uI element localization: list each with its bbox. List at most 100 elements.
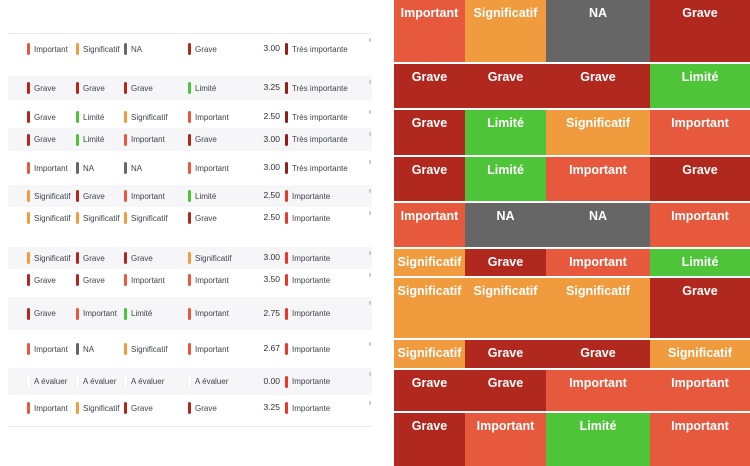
severity-label: Limité xyxy=(83,135,105,144)
severity-label: Important xyxy=(131,191,165,201)
table-row[interactable]: Grave Limité Significatif Important 2.50 Très… xyxy=(8,106,372,128)
severity-grid-cell: Important xyxy=(546,157,650,201)
severity-label: Grave xyxy=(195,44,217,54)
score-value: 3.50 xyxy=(263,273,280,284)
priority-bar-icon xyxy=(285,343,288,355)
severity-bar-icon xyxy=(27,274,30,286)
grid-row: Grave Limité Significatif Important xyxy=(394,110,750,155)
severity-label: Important xyxy=(34,44,68,54)
severity-label: Grave xyxy=(195,403,217,413)
severity-bar-icon xyxy=(188,82,191,94)
severity-label: Significatif xyxy=(131,112,168,122)
severity-grid-cell: Grave xyxy=(650,0,750,62)
severity-grid-cell: Limité xyxy=(650,249,750,276)
table-row[interactable]: A évaluer A évaluer A évaluer A évaluer 0.00… xyxy=(8,368,372,395)
severity-label: NA xyxy=(131,163,143,173)
table-row[interactable]: Significatif Grave Grave Significatif 3.00 Im… xyxy=(8,247,372,269)
grid-row: Significatif Significatif Significatif Grav… xyxy=(394,278,750,338)
severity-bar-icon xyxy=(27,111,30,123)
severity-bar-icon xyxy=(27,212,30,224)
row-edge-tick xyxy=(369,132,371,136)
priority-cell: Importante xyxy=(285,368,330,395)
severity-grid-cell: NA xyxy=(546,0,650,62)
severity-bar-icon xyxy=(27,43,30,55)
severity-label: Important xyxy=(195,275,229,285)
severity-cell: Grave xyxy=(27,269,56,291)
priority-cell: Très importante xyxy=(285,106,348,128)
priority-bar-icon xyxy=(285,111,288,123)
priority-label: Très importante xyxy=(292,44,348,54)
severity-label: Important xyxy=(34,163,68,173)
table-row[interactable]: Important NA Significatif Important 2.67 Impo… xyxy=(8,338,372,360)
severity-label: Significatif xyxy=(195,253,232,263)
table-row[interactable]: Significatif Significatif Significatif Grav… xyxy=(8,207,372,229)
score-value: 3.00 xyxy=(263,161,280,172)
priority-cell: Importante xyxy=(285,397,330,419)
severity-cell: Grave xyxy=(76,185,105,207)
severity-cell: Important xyxy=(188,338,229,360)
priority-label: Très importante xyxy=(292,135,348,144)
severity-label: NA xyxy=(83,344,95,354)
severity-bar-icon xyxy=(188,133,191,146)
priority-label: Très importante xyxy=(292,112,348,122)
severity-bar-icon xyxy=(76,343,79,355)
severity-label: NA xyxy=(83,163,95,173)
row-edge-tick xyxy=(369,80,371,84)
severity-bar-icon xyxy=(76,162,79,174)
severity-bar-icon xyxy=(124,82,127,94)
priority-cell: Importante xyxy=(285,338,330,360)
table-row[interactable]: Important NA NA Important 3.00 Très important… xyxy=(8,156,372,180)
severity-label: Important xyxy=(83,309,117,318)
severity-label: Significatif xyxy=(34,191,71,201)
priority-label: Importante xyxy=(292,253,331,263)
severity-bar-icon xyxy=(124,212,127,224)
severity-cell: Significatif xyxy=(188,247,231,269)
severity-bar-icon xyxy=(124,190,127,202)
severity-grid-cell: Grave xyxy=(650,157,750,201)
severity-cell: NA xyxy=(76,338,94,360)
table-row[interactable]: Important Significatif NA Grave 3.00 Très imp… xyxy=(8,34,372,64)
table-row[interactable]: Grave Grave Important Important 3.50 Importan… xyxy=(8,269,372,291)
severity-cell: Significatif xyxy=(124,207,167,229)
priority-cell: Importante xyxy=(285,297,330,330)
severity-cell: Important xyxy=(27,156,68,180)
severity-bar-icon xyxy=(76,82,79,94)
severity-cell: A évaluer xyxy=(188,368,228,395)
severity-label: Grave xyxy=(83,83,105,93)
priority-cell: Importante xyxy=(285,185,330,207)
severity-bar-icon xyxy=(27,82,30,94)
severity-label: A évaluer xyxy=(131,377,165,386)
severity-cell: Significatif xyxy=(124,338,167,360)
priority-label: Très importante xyxy=(292,83,348,93)
severity-cell: Important xyxy=(27,397,68,419)
severity-bar-icon xyxy=(188,307,191,320)
grid-row: Grave Grave Important Important xyxy=(394,370,750,411)
severity-bar-icon xyxy=(76,307,79,320)
severity-cell: NA xyxy=(124,156,142,180)
severity-bar-icon xyxy=(76,212,79,224)
assessment-table-panel: Important Significatif NA Grave 3.00 Très imp… xyxy=(8,33,372,427)
severity-cell: Important xyxy=(124,185,165,207)
severity-label: A évaluer xyxy=(34,377,68,386)
table-row[interactable]: Grave Important Limité Important 2.75 Importa… xyxy=(8,297,372,330)
table-row[interactable]: Important Significatif Grave Grave 3.25 Impor… xyxy=(8,397,372,419)
severity-bar-icon xyxy=(76,252,79,264)
table-row[interactable]: Significatif Grave Important Limité 2.50 Impo… xyxy=(8,185,372,207)
severity-label: Grave xyxy=(83,253,105,263)
table-row[interactable]: Grave Grave Grave Limité 3.25 Très importante xyxy=(8,76,372,100)
score-value: 2.50 xyxy=(263,110,280,121)
severity-label: Important xyxy=(131,135,165,144)
priority-label: Importante xyxy=(292,377,331,386)
severity-grid-cell: Significatif xyxy=(394,249,465,276)
priority-cell: Très importante xyxy=(285,128,348,151)
severity-bar-icon xyxy=(76,111,79,123)
severity-label: Grave xyxy=(34,309,56,318)
table-row[interactable]: Grave Limité Important Grave 3.00 Très import… xyxy=(8,128,372,151)
priority-bar-icon xyxy=(285,252,288,264)
severity-label: Important xyxy=(34,344,68,354)
severity-label: Limité xyxy=(131,309,153,318)
severity-label: Significatif xyxy=(131,344,168,354)
priority-bar-icon xyxy=(285,190,288,202)
severity-cell: Significatif xyxy=(27,247,70,269)
